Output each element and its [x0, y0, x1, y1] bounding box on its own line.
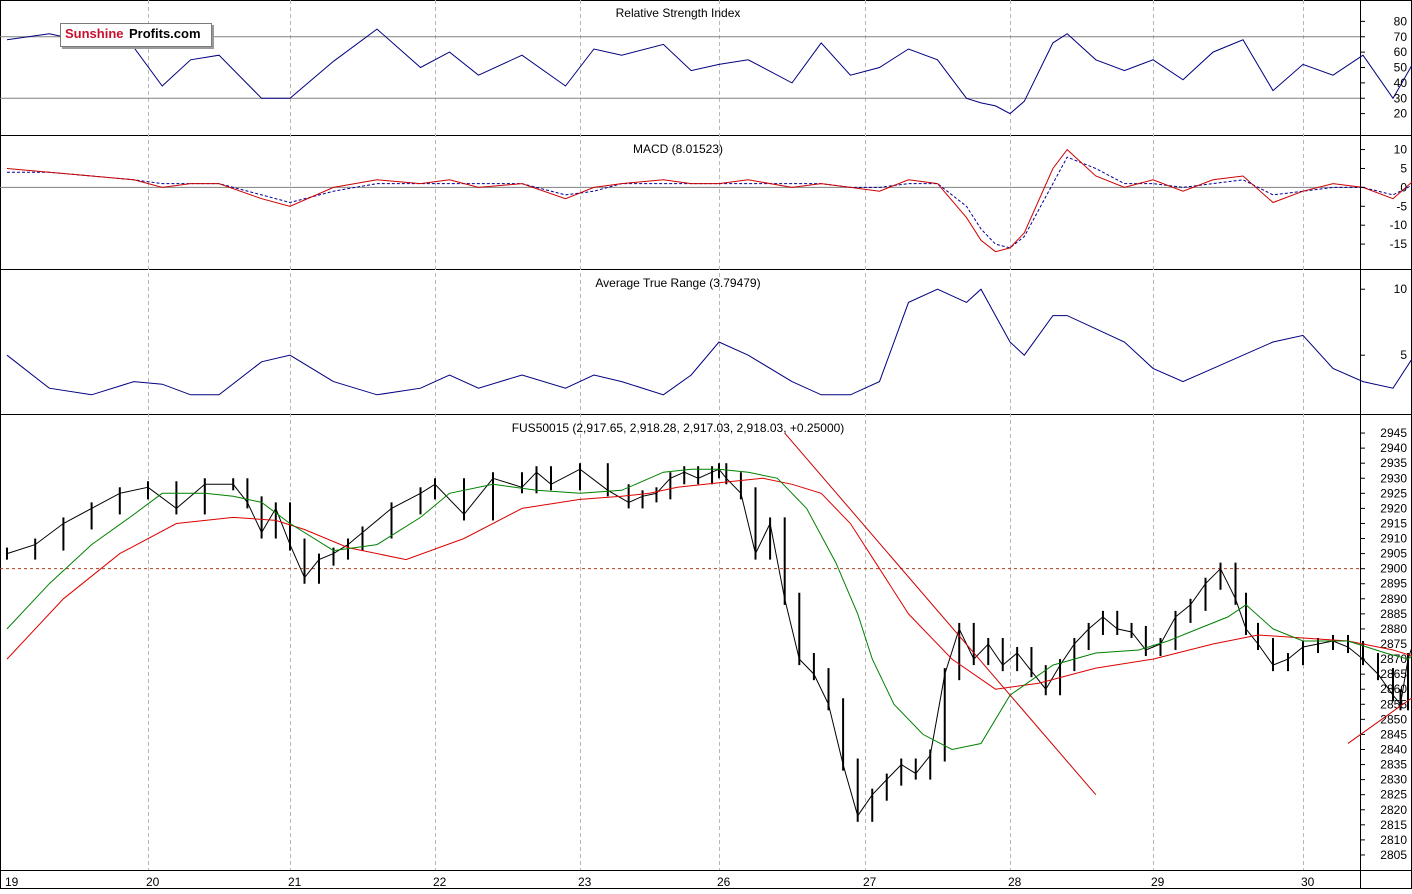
sunshine-profits-logo: Sunshine Profits.com [60, 23, 212, 47]
x-tick-label: 28 [1008, 875, 1022, 889]
y-tick-label: 2825 [1380, 788, 1407, 802]
y-tick-label: 30 [1394, 91, 1408, 105]
y-tick-label: 2920 [1380, 501, 1407, 515]
y-tick-label: -5 [1396, 199, 1407, 213]
y-tick-label: 2940 [1380, 441, 1407, 455]
y-tick-label: 2900 [1380, 562, 1407, 576]
rsi-line [6, 28, 1412, 115]
y-tick-label: 2815 [1380, 818, 1407, 832]
x-tick-label: 23 [578, 875, 592, 889]
y-tick-label: 2805 [1380, 848, 1407, 862]
y-tick-label: 10 [1394, 143, 1408, 157]
atr-line [6, 288, 1412, 396]
x-tick-label: 27 [863, 875, 877, 889]
y-tick-label: 2930 [1380, 471, 1407, 485]
y-tick-label: 40 [1394, 76, 1408, 90]
y-tick-label: 0 [1400, 180, 1407, 194]
x-tick-label: 21 [288, 875, 302, 889]
x-tick-label: 30 [1301, 875, 1315, 889]
y-tick-label: 2925 [1380, 486, 1407, 500]
y-tick-label: 2845 [1380, 727, 1407, 741]
y-tick-label: 2840 [1380, 742, 1407, 756]
y-tick-label: 60 [1394, 45, 1408, 59]
y-tick-label: 2880 [1380, 622, 1407, 636]
y-tick-label: 2810 [1380, 833, 1407, 847]
x-tick-label: 19 [5, 875, 19, 889]
y-tick-label: -15 [1390, 237, 1408, 251]
y-tick-label: 2875 [1380, 637, 1407, 651]
y-tick-label: 2895 [1380, 577, 1407, 591]
y-tick-label: 2830 [1380, 773, 1407, 787]
y-tick-label: -10 [1390, 218, 1408, 232]
macd-title: MACD (8.01523) [633, 142, 723, 156]
macd-signal-line [7, 156, 1412, 249]
atr-title: Average True Range (3.79479) [595, 276, 760, 290]
y-tick-label: 2835 [1380, 758, 1407, 772]
y-tick-label: 80 [1394, 14, 1408, 28]
y-tick-label: 5 [1400, 348, 1407, 362]
y-tick-label: 50 [1394, 61, 1408, 75]
y-tick-label: 20 [1394, 107, 1408, 121]
trendline [1347, 697, 1412, 744]
y-tick-label: 2850 [1380, 712, 1407, 726]
x-tick-label: 20 [146, 875, 160, 889]
y-tick-label: 2910 [1380, 532, 1407, 546]
y-tick-label: 5 [1400, 161, 1407, 175]
x-tick-label: 26 [717, 875, 731, 889]
x-tick-label: 29 [1151, 875, 1165, 889]
moving-average-slow [6, 477, 1412, 690]
y-tick-label: 70 [1394, 30, 1408, 44]
rsi-title: Relative Strength Index [616, 6, 741, 20]
y-tick-label: 2905 [1380, 547, 1407, 561]
y-tick-label: 2935 [1380, 456, 1407, 470]
y-tick-label: 2870 [1380, 652, 1407, 666]
macd-line [6, 148, 1412, 253]
y-tick-label: 2915 [1380, 516, 1407, 530]
y-tick-label: 2890 [1380, 592, 1407, 606]
y-tick-label: 2885 [1380, 607, 1407, 621]
moving-average-fast [6, 468, 1412, 751]
price-title: FUS50015 (2,917.65, 2,918.28, 2,917.03, … [512, 421, 845, 435]
logo-text-part2: Profits.com [129, 26, 201, 41]
y-tick-label: 2820 [1380, 803, 1407, 817]
x-tick-label: 22 [433, 875, 447, 889]
price-line [6, 468, 1412, 817]
trendline [784, 432, 1097, 796]
y-tick-label: 2945 [1380, 426, 1407, 440]
logo-text-part1: Sunshine [65, 26, 124, 41]
y-tick-label: 10 [1394, 282, 1408, 296]
